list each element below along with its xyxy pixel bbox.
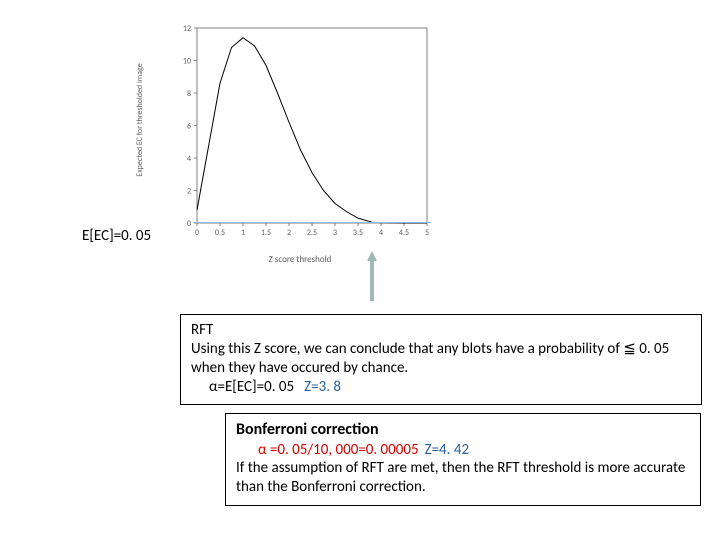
svg-text:0: 0 <box>187 219 191 229</box>
eec-annotation-label: E[EC]=0. 05 <box>82 227 151 245</box>
bonferroni-body: If the assumption of RFT are met, then t… <box>236 459 690 497</box>
svg-text:5: 5 <box>425 228 429 238</box>
svg-text:12: 12 <box>183 24 191 34</box>
svg-text:6: 6 <box>187 122 191 132</box>
bonferroni-values: α =0. 05/10, 000=0. 00005 Z=4. 42 <box>236 441 690 459</box>
bonferroni-box: Bonferroni correction α =0. 05/10, 000=0… <box>225 413 701 506</box>
ec-chart: 0 0.5 1 1.5 2 2.5 3 3.5 4 4.5 5 0 2 4 6 8 10 12 <box>162 20 437 240</box>
bonferroni-alpha: α =0. 05/10, 000=0. 00005 <box>258 441 419 459</box>
rft-body: Using this Z score, we can conclude that… <box>191 340 691 378</box>
chart-svg: 0 0.5 1 1.5 2 2.5 3 3.5 4 4.5 5 0 2 4 6 8 10 12 <box>162 20 437 240</box>
svg-text:0.5: 0.5 <box>215 228 225 238</box>
svg-text:0: 0 <box>195 228 199 238</box>
arrow-stem <box>370 261 374 301</box>
chart-xlabel: Z score threshold <box>269 254 332 265</box>
svg-text:3.5: 3.5 <box>353 228 363 238</box>
svg-text:2: 2 <box>287 228 291 238</box>
bonferroni-z: Z=4. 42 <box>425 441 469 459</box>
svg-text:2.5: 2.5 <box>307 228 317 238</box>
svg-text:2: 2 <box>187 187 191 197</box>
svg-text:8: 8 <box>187 89 191 99</box>
rft-values: α=E[EC]=0. 05 Z=3. 8 <box>191 378 691 396</box>
svg-text:4: 4 <box>187 154 191 164</box>
svg-text:1.5: 1.5 <box>261 228 271 238</box>
svg-text:10: 10 <box>183 57 191 67</box>
rft-title: RFT <box>191 321 691 339</box>
chart-ylabel: Expected EC for thresholded image <box>135 63 145 176</box>
rft-z: Z=3. 8 <box>304 378 341 396</box>
rft-box: RFT Using this Z score, we can conclude … <box>180 314 702 405</box>
bonferroni-title: Bonferroni correction <box>236 420 690 439</box>
rft-alpha: α=E[EC]=0. 05 <box>209 378 294 396</box>
svg-text:4: 4 <box>379 228 383 238</box>
svg-text:1: 1 <box>241 228 245 238</box>
eec-hline <box>193 222 431 223</box>
svg-text:3: 3 <box>333 228 337 238</box>
svg-text:4.5: 4.5 <box>399 228 409 238</box>
arrow-head-icon <box>367 251 377 261</box>
